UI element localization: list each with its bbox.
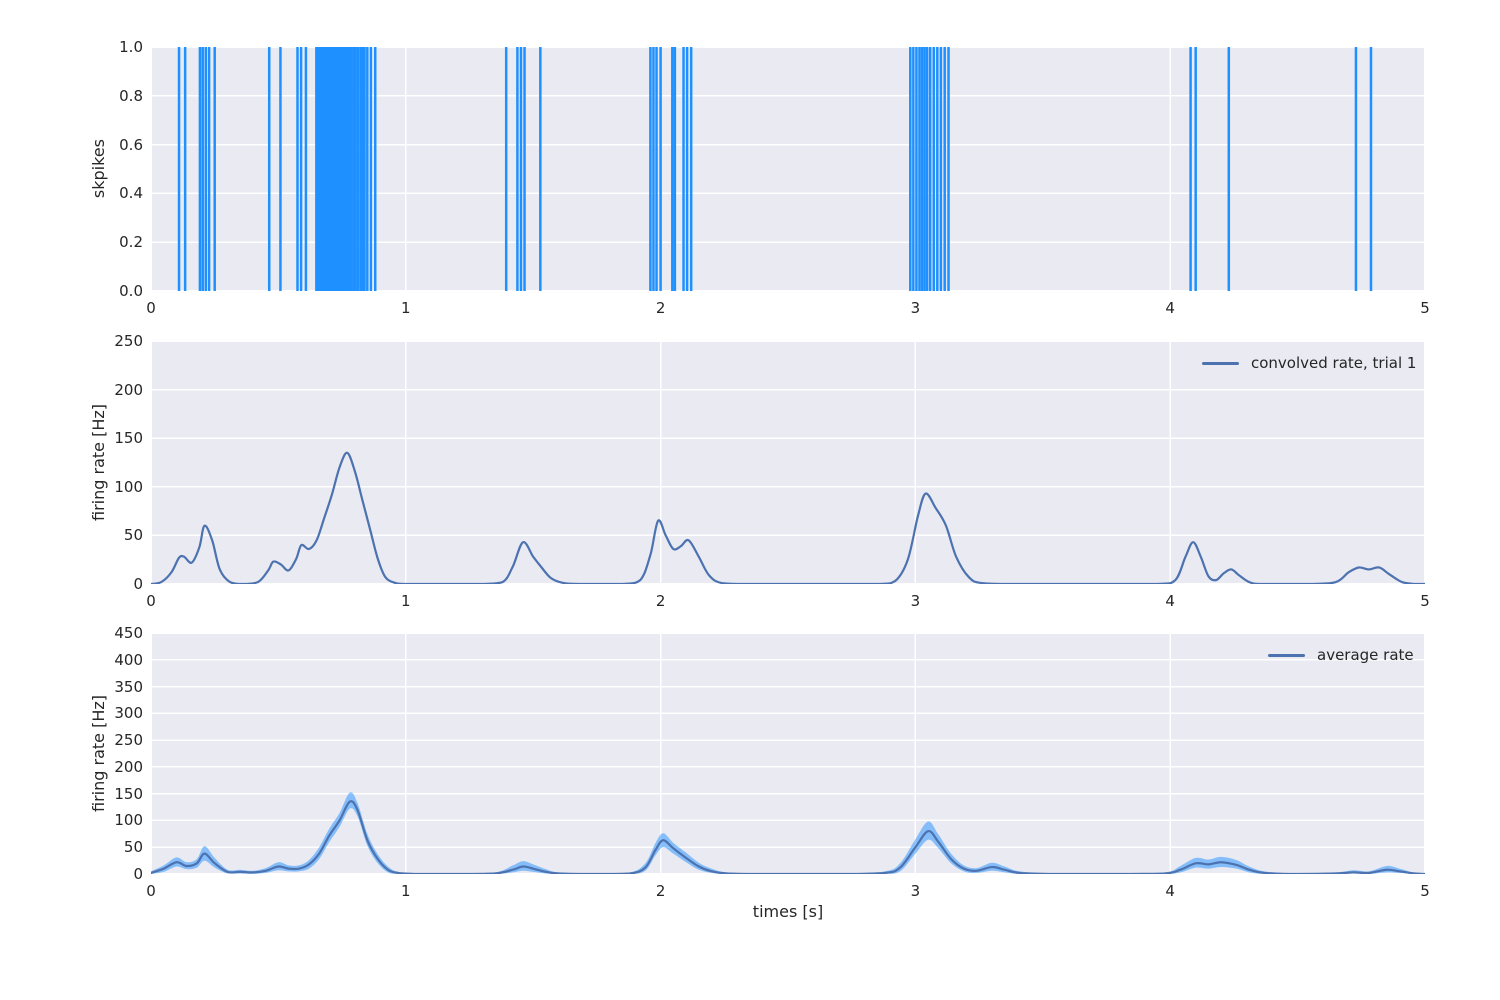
x-tick-label: 5 xyxy=(1420,299,1430,317)
y-tick-label: 0.6 xyxy=(119,135,143,154)
x-tick-label: 5 xyxy=(1420,592,1430,610)
y-tick-label: 0 xyxy=(133,575,143,593)
y-tick-label: 50 xyxy=(123,526,143,545)
x-tick-label: 2 xyxy=(655,592,666,610)
convolved-rate-canvas xyxy=(151,341,1425,584)
y-tick-label: 150 xyxy=(114,429,143,448)
x-tick-label: 1 xyxy=(401,882,411,900)
x-tick-label: 0 xyxy=(146,882,156,900)
y-tick-label: 1.0 xyxy=(119,38,143,56)
y-tick-label: 200 xyxy=(114,757,143,776)
y-tick-label: 0.4 xyxy=(119,184,143,203)
legend-line-sample-average xyxy=(1268,653,1305,657)
y-axis-label-box-spikes: skpikes xyxy=(85,47,111,291)
y-tick-label: 0.2 xyxy=(119,233,143,252)
x-tick-label: 0 xyxy=(146,592,156,610)
x-tick-label: 1 xyxy=(401,592,411,610)
y-tick-label: 50 xyxy=(123,838,143,857)
y-tick-label: 0.0 xyxy=(119,282,143,300)
y-tick-label: 150 xyxy=(114,784,143,803)
y-tick-label: 400 xyxy=(114,650,143,669)
y-tick-label: 350 xyxy=(114,677,143,696)
x-tick-label: 2 xyxy=(655,299,666,317)
y-axis-label-firing-rate-1: firing rate [Hz] xyxy=(88,404,108,521)
x-tick-label: 3 xyxy=(910,592,921,610)
convolved-rate-plot xyxy=(151,341,1425,584)
average-rate-canvas xyxy=(151,633,1425,874)
spike-raster-canvas xyxy=(151,47,1425,291)
x-tick-label: 4 xyxy=(1165,592,1175,610)
x-axis-label-times: times [s] xyxy=(752,902,824,921)
x-tick-label: 3 xyxy=(910,299,921,317)
y-tick-label: 450 xyxy=(114,624,143,642)
y-tick-label: 300 xyxy=(114,704,143,723)
x-tick-label: 4 xyxy=(1165,299,1175,317)
y-tick-label: 100 xyxy=(114,477,143,496)
x-tick-label: 1 xyxy=(401,299,411,317)
y-axis-label-box-rate1: firing rate [Hz] xyxy=(85,341,111,584)
average-rate-plot xyxy=(151,633,1425,874)
y-tick-label: 100 xyxy=(114,811,143,830)
legend-label-convolved: convolved rate, trial 1 xyxy=(1251,354,1417,372)
y-tick-label: 200 xyxy=(114,380,143,399)
x-tick-label: 2 xyxy=(655,882,666,900)
spike-raster-plot xyxy=(151,47,1425,291)
x-tick-label: 5 xyxy=(1420,882,1430,900)
y-tick-label: 0 xyxy=(133,865,143,883)
legend-convolved-rate: convolved rate, trial 1 xyxy=(1202,350,1416,376)
y-tick-label: 250 xyxy=(114,731,143,750)
legend-average-rate: average rate xyxy=(1268,642,1414,668)
x-tick-label: 0 xyxy=(146,299,156,317)
legend-label-average: average rate xyxy=(1317,646,1414,664)
x-tick-label: 4 xyxy=(1165,882,1175,900)
y-tick-label: 0.8 xyxy=(119,86,143,105)
legend-line-sample-convolved xyxy=(1202,361,1239,365)
x-tick-label: 3 xyxy=(910,882,921,900)
y-tick-label: 250 xyxy=(114,332,143,350)
